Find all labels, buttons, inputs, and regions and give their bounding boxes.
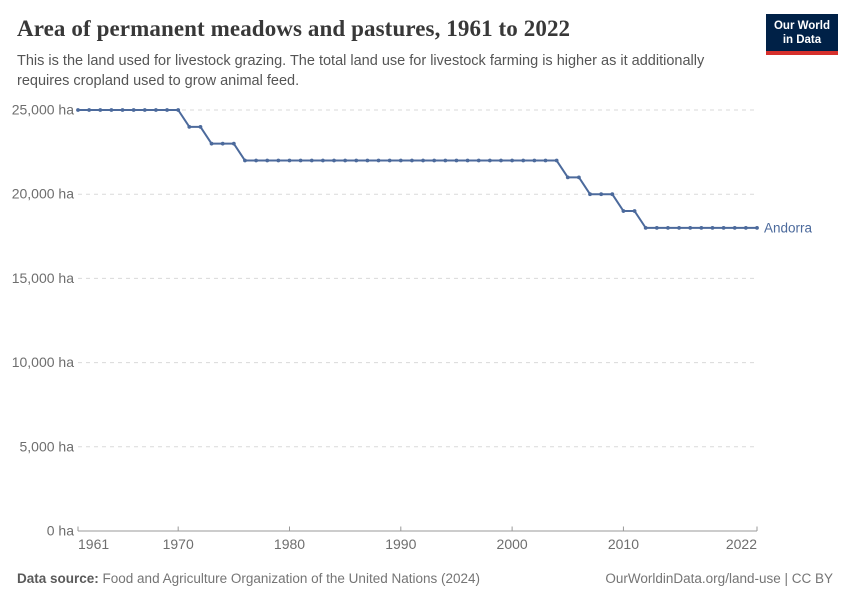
data-point[interactable] — [87, 108, 92, 112]
data-point[interactable] — [443, 158, 448, 163]
data-point[interactable] — [387, 158, 392, 163]
data-point[interactable] — [421, 158, 425, 163]
data-point[interactable] — [209, 141, 214, 146]
x-axis-tick-label: 1961 — [78, 536, 109, 552]
chart-subtitle: This is the land used for livestock graz… — [17, 53, 705, 90]
data-point[interactable] — [376, 158, 381, 163]
data-point[interactable] — [499, 158, 503, 163]
data-point[interactable] — [76, 108, 80, 112]
y-axis-tick-label: 25,000 ha — [12, 102, 74, 118]
chart-footer: Data source: Food and Agriculture Organi… — [17, 571, 833, 586]
y-axis-tick-label: 15,000 ha — [12, 270, 74, 286]
data-point[interactable] — [254, 158, 258, 163]
data-point[interactable] — [120, 108, 125, 112]
data-point[interactable] — [510, 158, 515, 163]
data-point[interactable] — [343, 158, 348, 163]
data-point[interactable] — [632, 209, 637, 213]
attribution-link[interactable]: OurWorldinData.org/land-use | CC BY — [605, 571, 833, 586]
data-point[interactable] — [365, 158, 370, 163]
data-point[interactable] — [109, 108, 114, 112]
data-point[interactable] — [621, 209, 626, 213]
data-point[interactable] — [577, 175, 581, 180]
data-point[interactable] — [599, 192, 604, 197]
data-point[interactable] — [454, 158, 459, 163]
data-point[interactable] — [610, 192, 615, 197]
chart-header: Area of permanent meadows and pastures, … — [17, 16, 750, 92]
data-point[interactable] — [131, 108, 136, 112]
data-point[interactable] — [755, 225, 759, 230]
owid-logo: Our World in Data — [765, 14, 838, 55]
data-point[interactable] — [176, 108, 181, 112]
y-axis-tick-label: 20,000 ha — [12, 186, 74, 202]
data-point[interactable] — [543, 158, 548, 163]
data-point[interactable] — [554, 158, 559, 163]
data-source: Data source: Food and Agriculture Organi… — [17, 571, 480, 586]
data-source-text: Food and Agriculture Organization of the… — [98, 571, 481, 586]
chart-svg[interactable]: 0 ha 5,000 ha 10,000 ha 15,000 ha 20,000 ha 2… — [0, 95, 850, 565]
data-point[interactable] — [588, 192, 592, 197]
x-axis-tick-label: 2000 — [497, 536, 528, 552]
data-point[interactable] — [465, 158, 470, 163]
data-point[interactable] — [476, 158, 481, 163]
data-point[interactable] — [265, 158, 270, 163]
data-point[interactable] — [320, 158, 325, 163]
x-axis-tick-label: 2010 — [608, 536, 639, 552]
page-title: Area of permanent meadows and pastures, … — [17, 16, 571, 41]
data-point[interactable] — [154, 108, 158, 112]
data-point[interactable] — [187, 124, 192, 129]
data-point[interactable] — [298, 158, 303, 163]
data-point[interactable] — [710, 225, 715, 230]
data-point[interactable] — [309, 158, 314, 163]
data-point[interactable] — [165, 108, 169, 112]
data-point[interactable] — [666, 225, 670, 230]
x-axis-tick-label: 2022 — [726, 536, 757, 552]
data-source-label: Data source: — [17, 571, 99, 586]
data-point[interactable] — [276, 158, 281, 163]
data-point[interactable] — [98, 108, 103, 112]
y-axis-tick-label: 0 ha — [47, 523, 74, 539]
y-axis-tick-label: 5,000 ha — [20, 438, 75, 454]
data-point[interactable] — [565, 175, 570, 180]
x-axis-tick-label: 1980 — [274, 536, 305, 552]
data-point[interactable] — [721, 225, 726, 230]
data-point[interactable] — [643, 225, 648, 230]
data-point[interactable] — [198, 124, 203, 129]
data-point[interactable] — [654, 225, 659, 230]
data-point[interactable] — [243, 158, 247, 163]
data-point[interactable] — [732, 225, 737, 230]
data-point[interactable] — [432, 158, 437, 163]
x-axis-tick-label: 1990 — [385, 536, 416, 552]
data-point[interactable] — [220, 141, 225, 146]
data-point[interactable] — [532, 158, 537, 163]
data-point[interactable] — [699, 225, 704, 230]
data-point[interactable] — [287, 158, 292, 163]
data-point[interactable] — [743, 225, 748, 230]
y-axis-tick-label: 10,000 ha — [12, 354, 74, 370]
data-point[interactable] — [487, 158, 492, 163]
data-point[interactable] — [688, 225, 693, 230]
data-point[interactable] — [354, 158, 359, 163]
data-point[interactable] — [142, 108, 147, 112]
series-entity-label[interactable]: Andorra — [764, 220, 813, 235]
series-line-andorra[interactable] — [77, 109, 758, 229]
data-point[interactable] — [677, 225, 681, 230]
data-point[interactable] — [332, 158, 336, 163]
x-axis-tick-label: 1970 — [163, 536, 194, 552]
data-point[interactable] — [231, 141, 236, 146]
data-point[interactable] — [410, 158, 414, 163]
data-point[interactable] — [398, 158, 403, 163]
data-point[interactable] — [521, 158, 526, 163]
